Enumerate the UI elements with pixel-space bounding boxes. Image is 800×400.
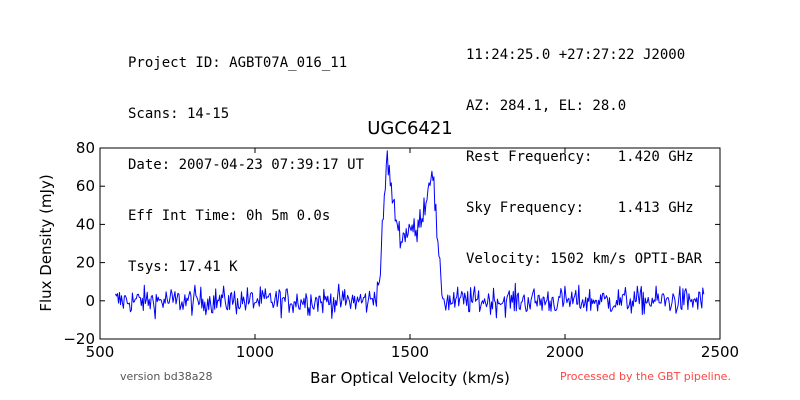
y-tick-label: 60 bbox=[76, 177, 95, 195]
plot-area bbox=[99, 147, 721, 340]
velocity-line: Velocity: 1502 km/s OPTI-BAR bbox=[466, 251, 703, 267]
sky-frequency-line: Sky Frequency: 1.413 GHz bbox=[466, 200, 694, 216]
int-time-line: Eff Int Time: 0h 5m 0.0s bbox=[128, 208, 331, 224]
y-tick-label: 0 bbox=[85, 292, 95, 310]
y-tick-label: −20 bbox=[63, 330, 95, 348]
az-el-line: AZ: 284.1, EL: 28.0 bbox=[466, 98, 627, 114]
header-left-block: Project ID: AGBT07A_016_11 Scans: 14-15 … bbox=[128, 21, 364, 293]
x-tick-label: 1000 bbox=[236, 343, 274, 361]
spectrum-line bbox=[115, 150, 705, 320]
coordinates-line: 11:24:25.0 +27:27:22 J2000 bbox=[466, 47, 686, 63]
tsys-line: Tsys: 17.41 K bbox=[128, 259, 238, 275]
y-tick-label: 80 bbox=[76, 139, 95, 157]
project-id-line: Project ID: AGBT07A_016_11 bbox=[128, 55, 348, 71]
x-tick-label: 500 bbox=[86, 343, 115, 361]
x-tick-label: 2500 bbox=[701, 343, 739, 361]
date-line: Date: 2007-04-23 07:39:17 UT bbox=[128, 157, 365, 173]
header-right-block: 11:24:25.0 +27:27:22 J2000 AZ: 284.1, EL… bbox=[466, 13, 702, 285]
y-axis-label: Flux Density (mJy) bbox=[37, 174, 55, 311]
processed-by-label: Processed by the GBT pipeline. bbox=[560, 370, 731, 383]
plot-frame bbox=[99, 147, 721, 340]
y-tick-label: 40 bbox=[76, 215, 95, 233]
version-label: version bd38a28 bbox=[120, 370, 213, 383]
y-tick-label: 20 bbox=[76, 254, 95, 272]
y-axis: −20 0 20 40 60 80 bbox=[63, 139, 720, 348]
rest-frequency-line: Rest Frequency: 1.420 GHz bbox=[466, 149, 694, 165]
x-axis: 500 1000 1500 2000 2500 bbox=[86, 148, 739, 361]
x-axis-label: Bar Optical Velocity (km/s) bbox=[310, 369, 510, 387]
x-tick-label: 2000 bbox=[546, 343, 584, 361]
chart-title: UGC6421 bbox=[367, 118, 453, 139]
x-tick-label: 1500 bbox=[391, 343, 429, 361]
scans-line: Scans: 14-15 bbox=[128, 106, 230, 122]
